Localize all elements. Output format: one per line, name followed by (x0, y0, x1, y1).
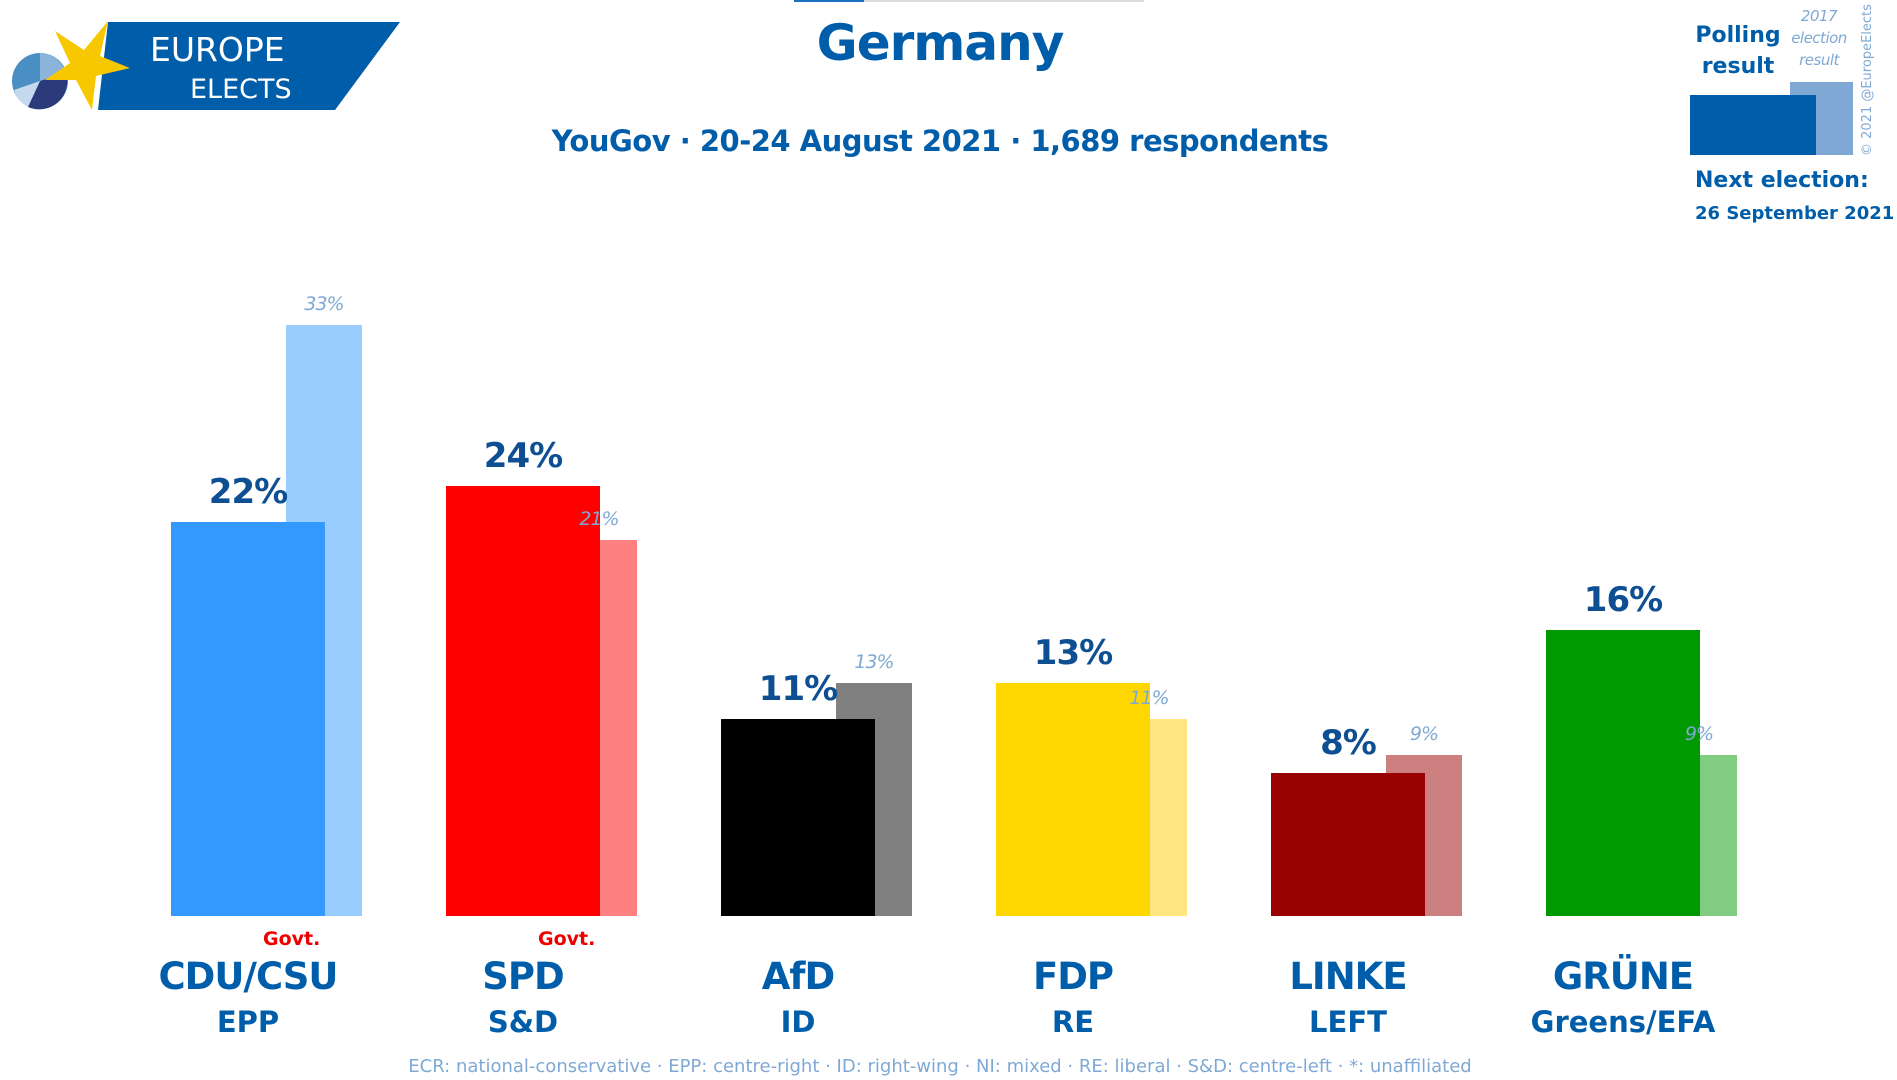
party-name: SPD (482, 955, 564, 998)
party-name: FDP (1032, 955, 1114, 998)
poll-value-label: 8% (1320, 722, 1377, 763)
party-name: GRÜNE (1552, 955, 1694, 998)
poll-bar (446, 486, 600, 916)
chart-subtitle: YouGov · 20-24 August 2021 · 1,689 respo… (551, 124, 1329, 158)
europe-elects-logo: EUROPE ELECTS (12, 21, 400, 110)
legend-poll-swatch (1690, 95, 1816, 155)
prev-value-label: 21% (579, 508, 619, 531)
top-scroll-indicator (794, 0, 1144, 2)
party-group: S&D (487, 1005, 559, 1039)
legend-poll-label: Polling result (1695, 23, 1781, 79)
poll-value-label: 22% (208, 472, 288, 513)
svg-text:EUROPE: EUROPE (150, 30, 285, 69)
party-name: LINKE (1289, 955, 1407, 998)
prev-value-label: 13% (854, 651, 894, 674)
party-group: Greens/EFA (1530, 1005, 1716, 1039)
prev-value-label: 11% (1129, 687, 1169, 710)
poll-bar (1546, 629, 1700, 916)
poll-value-label: 11% (758, 669, 838, 710)
party-group: LEFT (1309, 1005, 1387, 1039)
next-election-date: 26 September 2021 (1695, 203, 1895, 224)
poll-bar (996, 683, 1150, 916)
footer-legend: ECR: national-conservative · EPP: centre… (408, 1056, 1472, 1077)
next-election-label: Next election: (1695, 168, 1869, 193)
poll-bar (1271, 772, 1425, 916)
chart-title: Germany (816, 14, 1065, 72)
legend-prev-label: 2017 election result (1791, 7, 1847, 69)
svg-text:ELECTS: ELECTS (190, 74, 292, 105)
copyright: © 2021 @EuropeElects (1860, 4, 1875, 156)
party-name: AfD (761, 955, 835, 998)
poll-bar (721, 719, 875, 916)
govt-label: Govt. (263, 928, 321, 950)
poll-value-label: 13% (1033, 633, 1113, 674)
poll-value-label: 24% (483, 436, 563, 477)
prev-value-label: 33% (304, 293, 344, 316)
poll-value-label: 16% (1583, 579, 1663, 620)
poll-bar (171, 522, 325, 916)
prev-value-label: 9% (1409, 722, 1439, 745)
party-group: ID (780, 1005, 816, 1039)
party-group: RE (1051, 1005, 1095, 1039)
party-group: EPP (216, 1005, 280, 1039)
prev-value-label: 9% (1684, 722, 1714, 745)
party-name: CDU/CSU (158, 955, 339, 998)
govt-label: Govt. (538, 928, 596, 950)
